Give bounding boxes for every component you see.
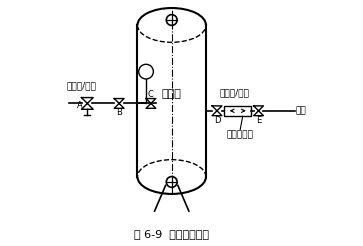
Text: 图 6-9  储液器充注图: 图 6-9 储液器充注图 — [134, 229, 209, 239]
Text: A: A — [77, 101, 82, 110]
Text: 机组进液口: 机组进液口 — [227, 130, 254, 139]
Circle shape — [166, 177, 177, 187]
Text: 储液器: 储液器 — [162, 89, 182, 99]
Text: C: C — [148, 90, 154, 99]
Circle shape — [166, 15, 177, 25]
Text: B: B — [116, 108, 122, 117]
Text: D: D — [214, 116, 220, 124]
Circle shape — [139, 64, 154, 79]
Text: 氮气进/出口: 氮气进/出口 — [66, 82, 97, 91]
Text: 溶液进/出口: 溶液进/出口 — [219, 88, 249, 97]
Text: E: E — [256, 116, 261, 124]
Text: 机组: 机组 — [296, 106, 307, 115]
Bar — [224, 106, 251, 116]
